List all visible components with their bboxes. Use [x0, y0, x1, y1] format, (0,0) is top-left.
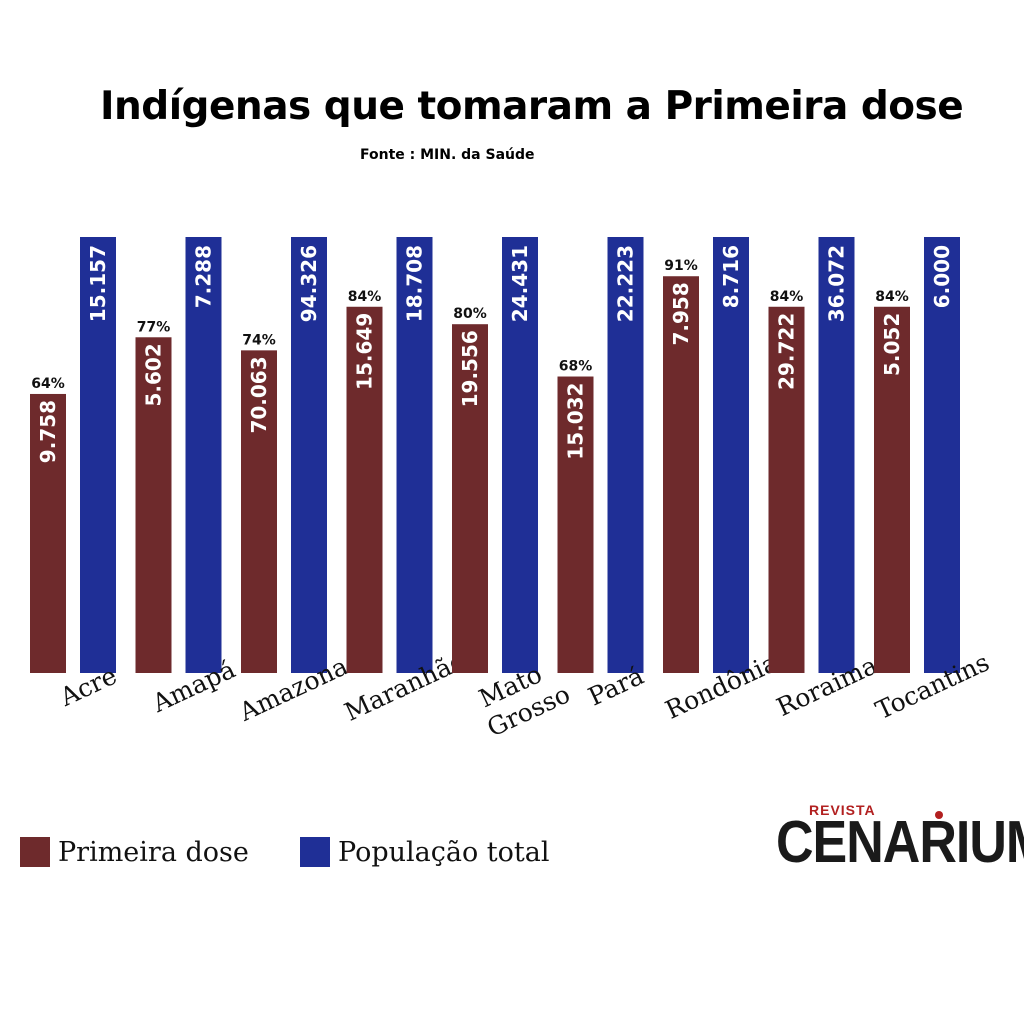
bar-primeira-dose-maranhao	[346, 306, 383, 673]
logo-small-text: REVISTA	[809, 802, 876, 818]
bar-populacao-total-para	[607, 237, 644, 673]
bar-populacao-total-roraima	[818, 237, 855, 673]
value-label-populacao-total-roraima: 36.072	[825, 245, 849, 322]
chart-title: Indígenas que tomaram a Primeira dose	[100, 84, 964, 129]
value-label-populacao-total-rondonia: 8.716	[719, 245, 743, 308]
value-label-populacao-total-mato-grosso: 24.431	[508, 245, 532, 322]
bar-populacao-total-mato-grosso	[502, 237, 538, 673]
bar-populacao-total-maranhao	[396, 237, 433, 673]
chart-subtitle: Fonte : MIN. da Saúde	[360, 147, 535, 163]
bar-primeira-dose-mato-grosso	[452, 324, 488, 673]
bar-populacao-total-amapa	[185, 237, 222, 673]
value-label-populacao-total-amazonas: 94.326	[297, 245, 321, 322]
bar-populacao-total-tocantins	[924, 237, 960, 673]
percent-label-amapa: 77%	[137, 319, 171, 335]
legend-swatch-populacao-total	[300, 837, 330, 867]
value-label-primeira-dose-acre: 9.758	[36, 400, 60, 463]
bar-primeira-dose-amazonas	[241, 350, 277, 673]
value-label-populacao-total-acre: 15.157	[86, 245, 110, 322]
bar-primeira-dose-acre	[30, 393, 66, 673]
value-label-populacao-total-tocantins: 6.000	[930, 245, 954, 308]
percent-label-mato-grosso: 80%	[453, 306, 487, 322]
logo-big-text: CENARIUM	[776, 809, 1024, 876]
legend-item-primeira-dose: Primeira dose	[20, 834, 249, 870]
value-label-primeira-dose-mato-grosso: 19.556	[458, 330, 482, 407]
bar-primeira-dose-para	[557, 376, 594, 673]
legend-item-populacao-total: População total	[300, 834, 549, 870]
value-label-primeira-dose-maranhao: 15.649	[353, 313, 377, 390]
bar-populacao-total-rondonia	[713, 237, 749, 673]
value-label-primeira-dose-tocantins: 5.052	[880, 313, 904, 376]
legend-swatch-primeira-dose	[20, 837, 50, 867]
percent-label-para: 68%	[559, 359, 593, 375]
percent-label-maranhao: 84%	[348, 289, 382, 305]
legend-label-populacao-total: População total	[338, 836, 550, 868]
logo-dot-icon	[935, 811, 943, 819]
value-label-populacao-total-amapa: 7.288	[192, 245, 216, 308]
value-label-populacao-total-para: 22.223	[614, 245, 638, 322]
value-label-primeira-dose-amapa: 5.602	[142, 343, 166, 406]
value-label-primeira-dose-rondonia: 7.958	[669, 282, 693, 345]
value-label-primeira-dose-amazonas: 70.063	[247, 356, 271, 433]
value-label-primeira-dose-para: 15.032	[564, 383, 588, 460]
bar-primeira-dose-tocantins	[874, 306, 910, 673]
bar-primeira-dose-rondonia	[663, 276, 699, 673]
percent-label-amazonas: 74%	[242, 332, 276, 348]
value-label-primeira-dose-roraima: 29.722	[775, 313, 799, 390]
revista-cenarium-logo: REVISTA CENARIUM	[776, 802, 1024, 876]
legend-label-primeira-dose: Primeira dose	[58, 836, 249, 868]
bar-chart: 64%9.75815.157Acre77%5.6027.288Amapá74%7…	[30, 237, 994, 743]
value-label-populacao-total-maranhao: 18.708	[403, 245, 427, 322]
bar-primeira-dose-roraima	[768, 306, 805, 673]
percent-label-tocantins: 84%	[875, 289, 909, 305]
bar-populacao-total-acre	[80, 237, 116, 673]
bar-primeira-dose-amapa	[135, 337, 172, 673]
bar-populacao-total-amazonas	[291, 237, 327, 673]
percent-label-rondonia: 91%	[664, 258, 698, 274]
percent-label-roraima: 84%	[770, 289, 804, 305]
percent-label-acre: 64%	[31, 376, 65, 392]
